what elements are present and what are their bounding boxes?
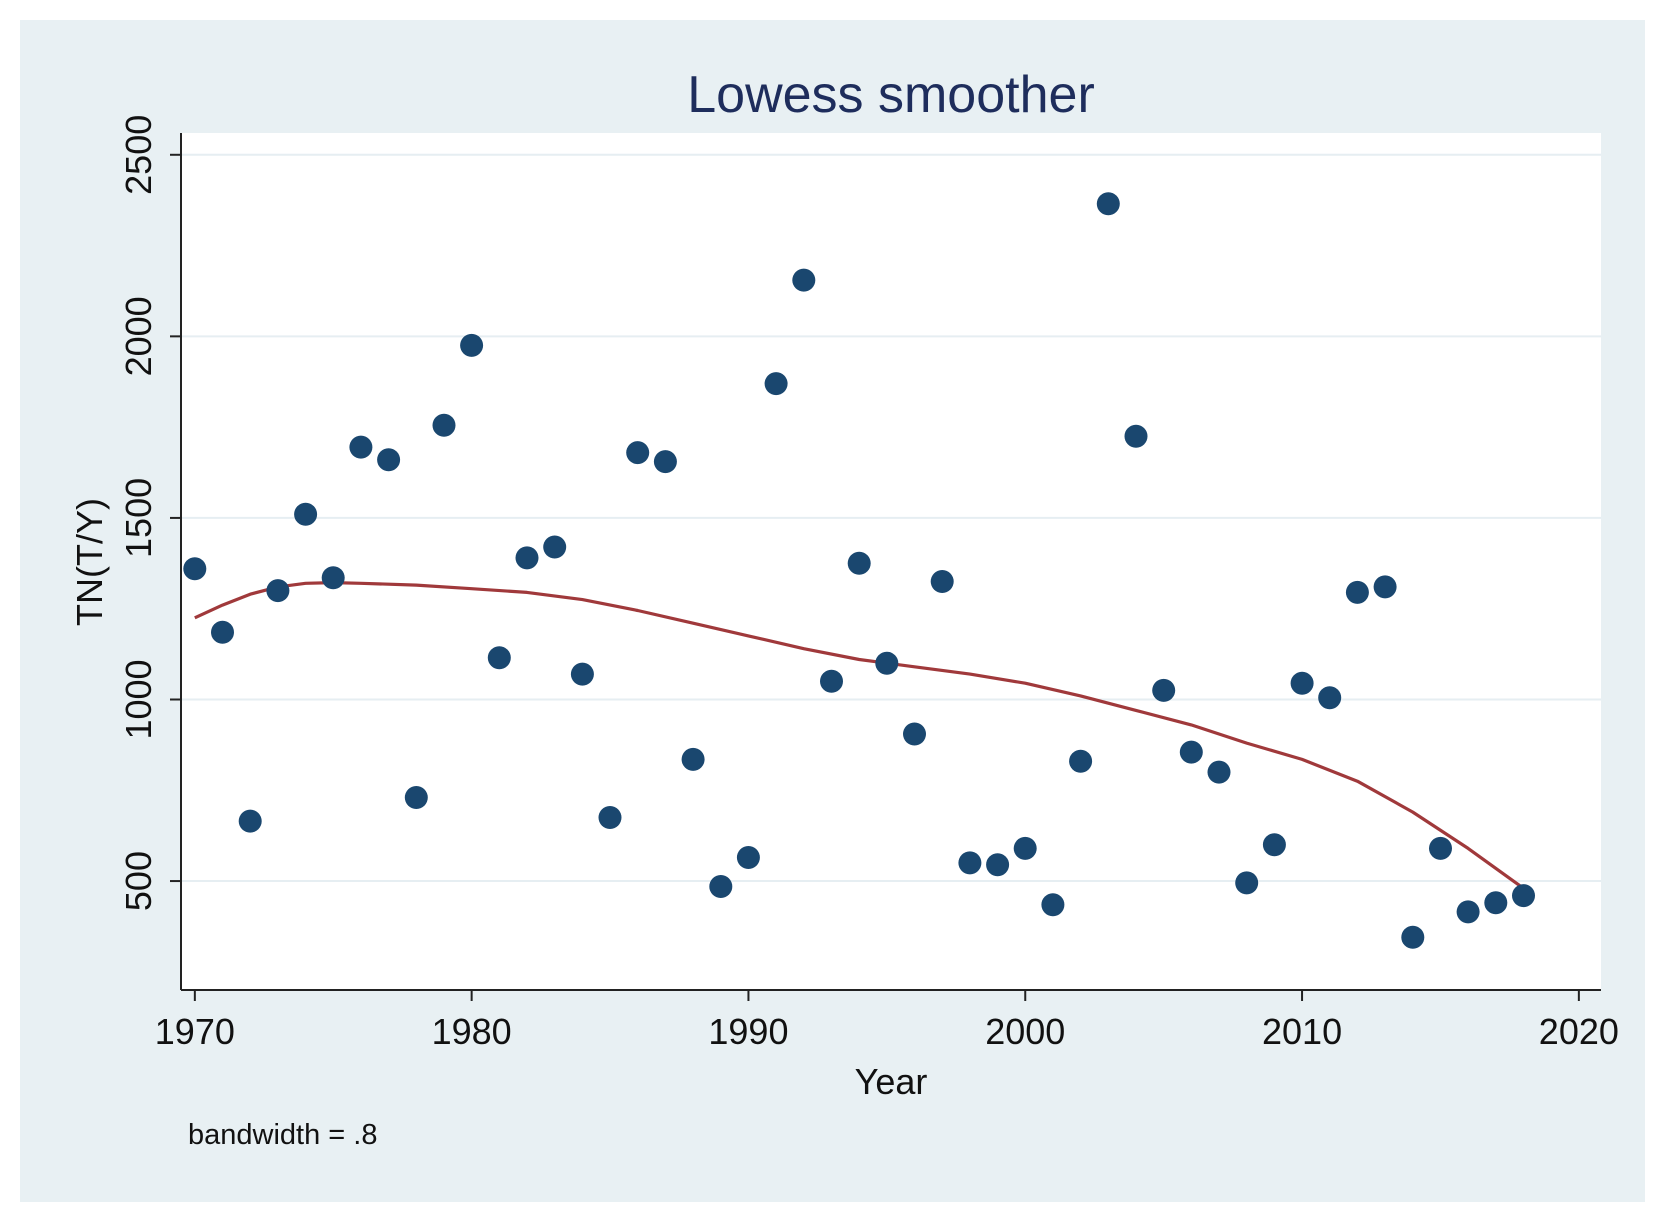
data-point <box>238 809 262 833</box>
x-tick-label: 2010 <box>1262 1011 1342 1052</box>
y-tick-label: 1000 <box>118 659 159 739</box>
data-point <box>1069 749 1093 773</box>
data-point <box>820 669 843 693</box>
y-tick-label: 1500 <box>118 478 159 558</box>
gridlines <box>181 153 1601 883</box>
data-point <box>1401 925 1425 949</box>
data-point <box>903 722 926 746</box>
ticks: 500 1000 1500 2000 2500 1970 1980 1990 2000 2010 2… <box>118 115 1619 1052</box>
scatter-points <box>183 192 1535 949</box>
plot-area <box>181 133 1601 990</box>
data-point <box>487 646 511 670</box>
data-point <box>736 846 760 869</box>
data-point <box>1373 575 1397 599</box>
data-point <box>1096 192 1120 216</box>
data-point <box>709 875 733 898</box>
data-point <box>1290 671 1314 695</box>
data-point <box>792 268 816 292</box>
data-point <box>211 620 234 644</box>
data-point <box>875 651 899 675</box>
data-point <box>1512 884 1535 908</box>
data-point <box>515 546 539 570</box>
y-axis-label: TN(T/Y) <box>69 498 110 626</box>
data-point <box>1013 836 1037 860</box>
chart-title: Lowess smoother <box>687 66 1095 124</box>
data-point <box>681 747 705 771</box>
data-point <box>1207 760 1231 784</box>
data-point <box>1235 871 1259 895</box>
data-point <box>1429 836 1452 860</box>
x-tick-label: 2000 <box>985 1011 1065 1052</box>
data-point <box>847 551 871 575</box>
data-point <box>266 579 290 603</box>
data-point <box>1484 891 1508 915</box>
data-point <box>1262 833 1286 857</box>
data-point <box>570 662 594 686</box>
data-point <box>349 435 373 459</box>
x-axis-label: Year <box>855 1061 928 1102</box>
data-point <box>321 566 345 590</box>
x-tick-label: 1970 <box>155 1011 235 1052</box>
y-tick-label: 500 <box>118 851 159 911</box>
data-point <box>1179 740 1203 764</box>
x-tick-label: 1980 <box>432 1011 512 1052</box>
y-tick-label: 2500 <box>118 115 159 195</box>
data-point <box>958 851 982 875</box>
data-point <box>377 448 401 472</box>
data-point <box>1318 686 1342 710</box>
x-tick-label: 1990 <box>708 1011 788 1052</box>
x-tick-label: 2020 <box>1539 1011 1619 1052</box>
lowess-line <box>194 581 1525 890</box>
data-point <box>1456 900 1480 924</box>
data-point <box>183 557 207 581</box>
data-point <box>404 786 428 809</box>
data-point <box>432 413 456 437</box>
data-point <box>294 502 318 526</box>
data-point <box>764 372 788 396</box>
data-point <box>543 535 567 559</box>
data-point <box>1041 893 1065 917</box>
data-point <box>653 450 677 474</box>
data-point <box>1152 678 1176 702</box>
data-point <box>930 570 954 593</box>
data-point <box>986 853 1010 877</box>
data-point <box>1345 580 1369 604</box>
data-point <box>1124 424 1148 448</box>
bandwidth-note: bandwidth = .8 <box>188 1119 377 1151</box>
lowess-smoother <box>194 581 1525 890</box>
data-point <box>626 441 650 465</box>
data-point <box>460 333 484 357</box>
data-point <box>598 806 622 829</box>
y-tick-label: 2000 <box>118 296 159 376</box>
axes <box>180 133 1601 991</box>
